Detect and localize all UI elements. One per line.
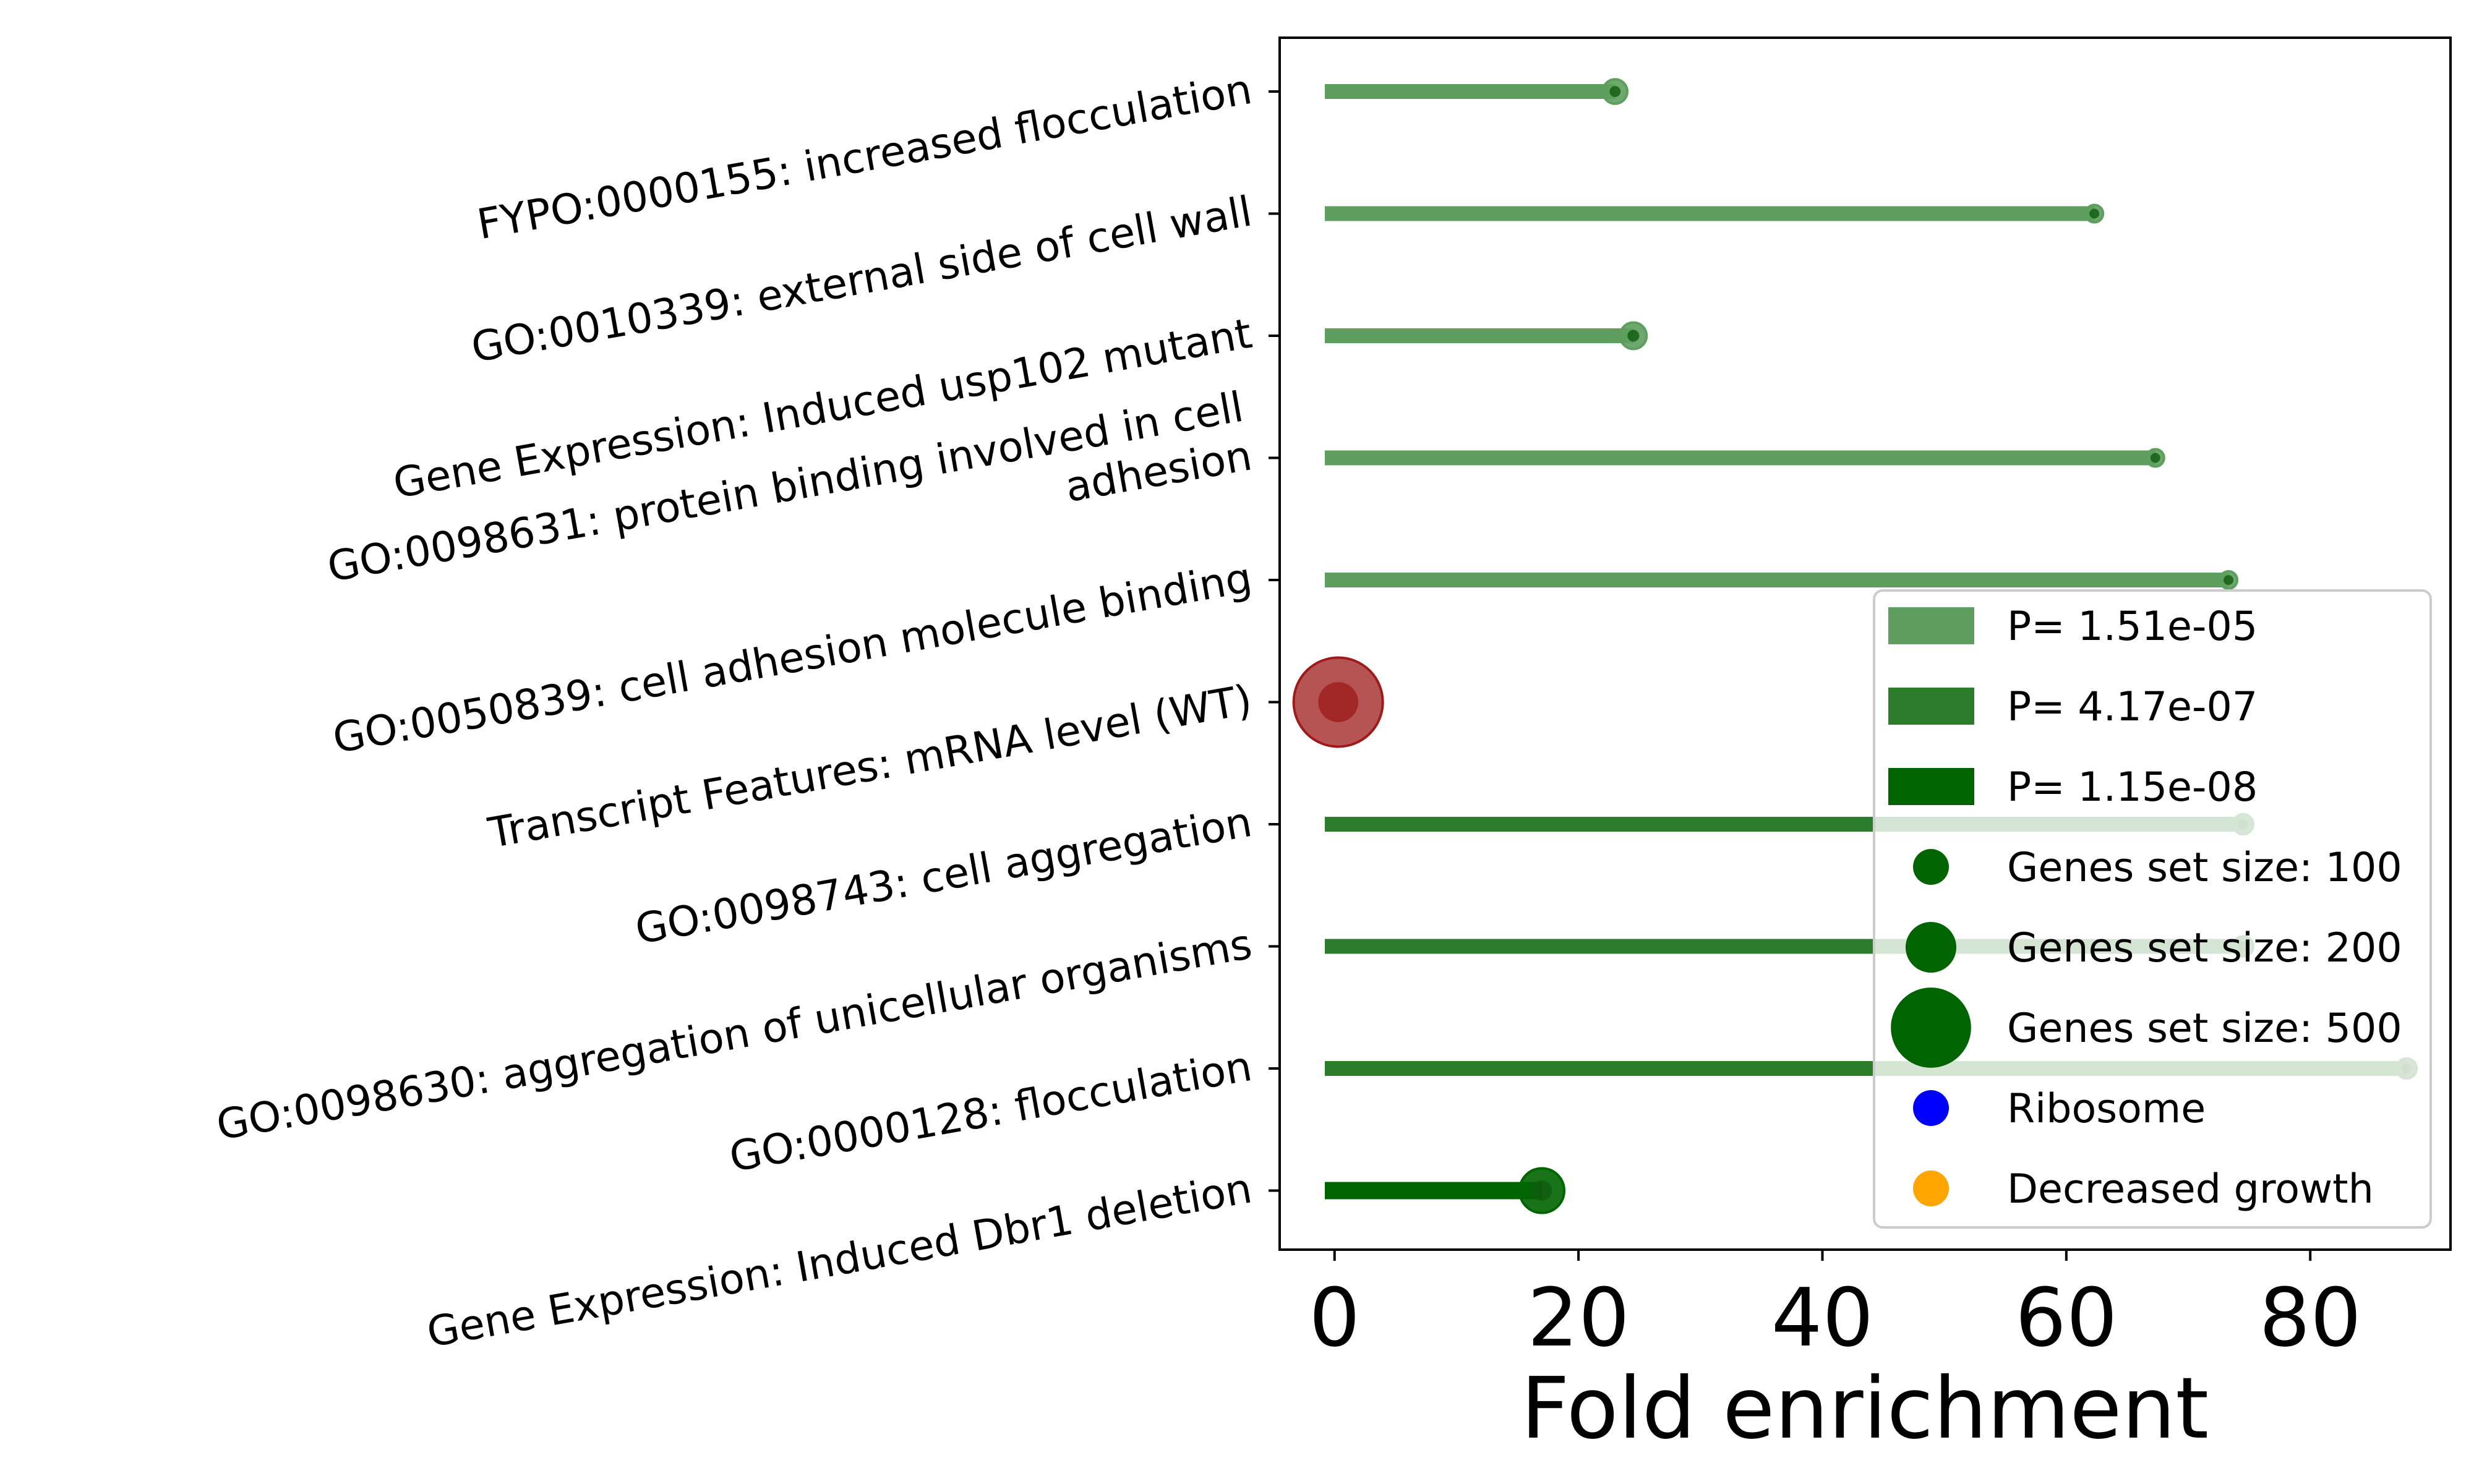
legend-label: P= 4.17e-07 [2007,684,2258,730]
y-tick-label: GO:0000128: flocculation [726,1042,1256,1181]
lollipop-point-core [1318,682,1359,722]
legend-swatch [1888,768,1974,805]
legend-marker [1891,987,1971,1068]
x-axis: 0 20 40 60 80 [1309,1250,2361,1365]
legend-marker [1913,849,1949,885]
legend-swatch [1888,688,1974,725]
legend-frame [1873,589,2432,1229]
y-tick-label: Gene Expression: Induced Dbr1 deletion [423,1164,1255,1357]
lollipop-point-core [2150,453,2160,463]
legend-label: Ribosome [2007,1086,2206,1132]
legend-swatch [1888,607,1974,644]
lollipop-point-core [1627,330,1640,342]
lollipop-point-core [2224,575,2234,585]
lollipop-point-core [1531,1180,1552,1201]
x-tick-label: 20 [1527,1271,1629,1365]
x-tick-label: 0 [1309,1271,1360,1365]
legend-label: P= 1.51e-05 [2007,603,2258,650]
y-axis: FYPO:0000155: increased flocculationGO:0… [213,65,1280,1357]
x-axis-title: Fold enrichment [1521,1360,2209,1458]
legend-label: Genes set size: 200 [2007,925,2402,971]
plot-frame [1278,36,2452,1251]
x-tick-label: 80 [2259,1271,2361,1365]
legend-label: Decreased growth [2007,1166,2374,1213]
legend-label: Genes set size: 500 [2007,1005,2402,1052]
lollipop-point-core [1609,86,1621,97]
x-tick-label: 40 [1771,1271,1873,1365]
legend-label: Genes set size: 100 [2007,845,2402,891]
legend-label: P= 1.15e-08 [2007,764,2258,811]
legend-marker [1913,1171,1949,1206]
lollipop-point-core [2089,208,2100,219]
legend-marker [1913,1090,1949,1126]
legend: P= 1.51e-05 P= 4.17e-07 P= 1.15e-08 Genes s… [1873,589,2432,1229]
x-tick-label: 60 [2015,1271,2117,1365]
y-tick-label: GO:0098743: cell aggregation [631,798,1255,953]
legend-marker [1905,921,1957,973]
